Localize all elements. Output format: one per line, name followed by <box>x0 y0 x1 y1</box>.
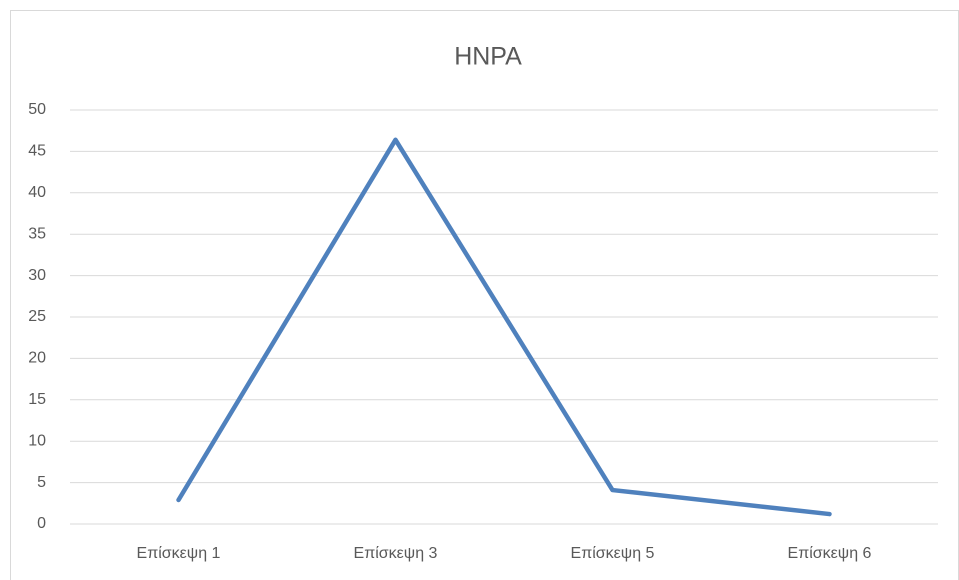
line <box>176 137 832 517</box>
y-tick-label: 25 <box>28 308 46 325</box>
y-tick-label: 50 <box>28 101 46 118</box>
y-tick-label: 5 <box>37 474 46 491</box>
y-tick-label: 35 <box>28 225 46 242</box>
y-tick-label: 0 <box>37 515 46 532</box>
y-tick-label: 40 <box>28 184 46 201</box>
x-tick-label: Επίσκεψη 6 <box>788 545 872 562</box>
x-tick-label: Επίσκεψη 3 <box>354 545 438 562</box>
y-tick-label: 45 <box>28 143 46 160</box>
chart-border <box>10 10 959 580</box>
y-tick-label: 10 <box>28 432 46 449</box>
chart-title: HNPA <box>454 43 522 71</box>
y-tick-label: 15 <box>28 391 46 408</box>
y-tick-label: 30 <box>28 267 46 284</box>
x-tick-label: Επίσκεψη 5 <box>571 545 655 562</box>
x-tick-label: Επίσκεψη 1 <box>137 545 221 562</box>
y-tick-label: 20 <box>28 350 46 367</box>
